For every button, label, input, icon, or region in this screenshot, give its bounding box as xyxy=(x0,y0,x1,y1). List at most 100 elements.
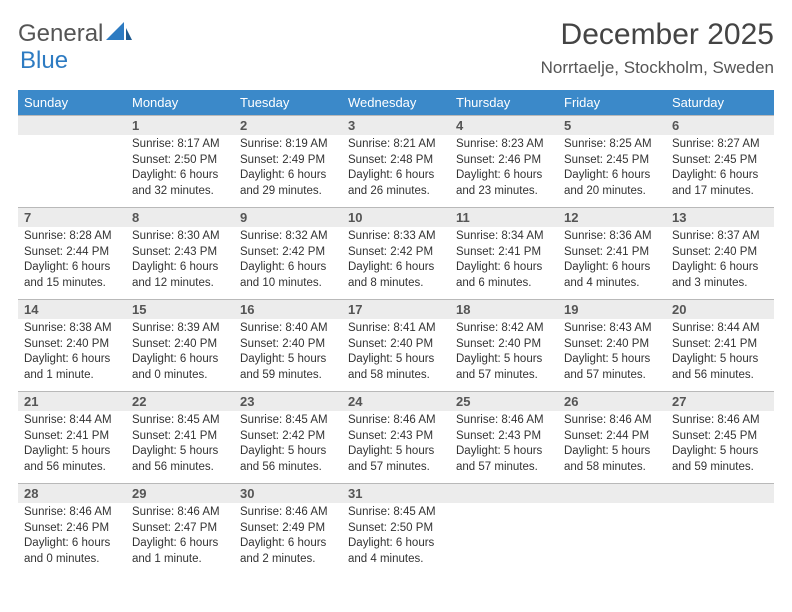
detail-line: Sunset: 2:40 PM xyxy=(564,337,660,353)
calendar-cell: 7Sunrise: 8:28 AMSunset: 2:44 PMDaylight… xyxy=(18,207,126,299)
detail-line: Daylight: 6 hours and 29 minutes. xyxy=(240,168,336,199)
detail-line: Daylight: 6 hours and 23 minutes. xyxy=(456,168,552,199)
detail-line: Sunset: 2:42 PM xyxy=(348,245,444,261)
day-details: Sunrise: 8:30 AMSunset: 2:43 PMDaylight:… xyxy=(126,227,234,297)
calendar-cell: 1Sunrise: 8:17 AMSunset: 2:50 PMDaylight… xyxy=(126,115,234,207)
detail-line: Daylight: 5 hours and 57 minutes. xyxy=(564,352,660,383)
day-header: Thursday xyxy=(450,90,558,115)
detail-line: Sunrise: 8:17 AM xyxy=(132,137,228,153)
calendar-cell: 2Sunrise: 8:19 AMSunset: 2:49 PMDaylight… xyxy=(234,115,342,207)
calendar-cell: 10Sunrise: 8:33 AMSunset: 2:42 PMDayligh… xyxy=(342,207,450,299)
detail-line: Daylight: 5 hours and 56 minutes. xyxy=(24,444,120,475)
detail-line: Sunset: 2:40 PM xyxy=(132,337,228,353)
day-header: Friday xyxy=(558,90,666,115)
logo-sail-icon xyxy=(106,22,132,49)
detail-line: Daylight: 6 hours and 12 minutes. xyxy=(132,260,228,291)
day-details: Sunrise: 8:32 AMSunset: 2:42 PMDaylight:… xyxy=(234,227,342,297)
detail-line: Sunset: 2:41 PM xyxy=(132,429,228,445)
day-number: 17 xyxy=(342,299,450,319)
day-header: Monday xyxy=(126,90,234,115)
detail-line: Sunrise: 8:37 AM xyxy=(672,229,768,245)
detail-line: Sunrise: 8:46 AM xyxy=(348,413,444,429)
calendar-cell: 25Sunrise: 8:46 AMSunset: 2:43 PMDayligh… xyxy=(450,391,558,483)
day-number: 7 xyxy=(18,207,126,227)
detail-line: Sunrise: 8:44 AM xyxy=(672,321,768,337)
day-number: 12 xyxy=(558,207,666,227)
detail-line: Sunset: 2:50 PM xyxy=(348,521,444,537)
detail-line: Sunset: 2:40 PM xyxy=(348,337,444,353)
day-number: 25 xyxy=(450,391,558,411)
detail-line: Daylight: 5 hours and 59 minutes. xyxy=(672,444,768,475)
calendar-week-row: 14Sunrise: 8:38 AMSunset: 2:40 PMDayligh… xyxy=(18,299,774,391)
detail-line: Sunset: 2:40 PM xyxy=(24,337,120,353)
calendar-cell: 24Sunrise: 8:46 AMSunset: 2:43 PMDayligh… xyxy=(342,391,450,483)
calendar-head: SundayMondayTuesdayWednesdayThursdayFrid… xyxy=(18,90,774,115)
calendar-cell: 14Sunrise: 8:38 AMSunset: 2:40 PMDayligh… xyxy=(18,299,126,391)
day-details: Sunrise: 8:33 AMSunset: 2:42 PMDaylight:… xyxy=(342,227,450,297)
day-details xyxy=(18,135,126,143)
day-number: 24 xyxy=(342,391,450,411)
detail-line: Sunset: 2:44 PM xyxy=(24,245,120,261)
detail-line: Sunset: 2:41 PM xyxy=(564,245,660,261)
day-details xyxy=(450,503,558,511)
day-header: Tuesday xyxy=(234,90,342,115)
calendar-week-row: 7 Sunrise: 8:28 AMSunset: 2:44 PM Daylight… xyxy=(18,207,774,299)
detail-line: Sunset: 2:43 PM xyxy=(456,429,552,445)
calendar-cell: 11Sunrise: 8:34 AMSunset: 2:41 PMDayligh… xyxy=(450,207,558,299)
detail-line: Daylight: 5 hours and 58 minutes. xyxy=(348,352,444,383)
detail-line: Sunrise: 8:21 AM xyxy=(348,137,444,153)
detail-line: Sunrise: 8:46 AM xyxy=(672,413,768,429)
detail-line: Sunrise: 8:46 AM xyxy=(564,413,660,429)
calendar-cell: 5Sunrise: 8:25 AMSunset: 2:45 PMDaylight… xyxy=(558,115,666,207)
day-details: Sunrise: 8:39 AMSunset: 2:40 PMDaylight:… xyxy=(126,319,234,389)
detail-line: Sunrise: 8:45 AM xyxy=(240,413,336,429)
detail-line: Sunset: 2:40 PM xyxy=(672,245,768,261)
detail-line: Daylight: 6 hours and 17 minutes. xyxy=(672,168,768,199)
calendar-cell: 22Sunrise: 8:45 AMSunset: 2:41 PMDayligh… xyxy=(126,391,234,483)
detail-line: Sunrise: 8:33 AM xyxy=(348,229,444,245)
detail-line: Sunrise: 8:19 AM xyxy=(240,137,336,153)
day-details: Sunrise: 8:45 AMSunset: 2:50 PMDaylight:… xyxy=(342,503,450,573)
day-number: 5 xyxy=(558,115,666,135)
calendar-cell: 20Sunrise: 8:44 AMSunset: 2:41 PMDayligh… xyxy=(666,299,774,391)
detail-line: Daylight: 6 hours and 0 minutes. xyxy=(24,536,120,567)
calendar-cell: 13Sunrise: 8:37 AMSunset: 2:40 PMDayligh… xyxy=(666,207,774,299)
day-details: Sunrise: 8:46 AMSunset: 2:45 PMDaylight:… xyxy=(666,411,774,481)
day-number: 13 xyxy=(666,207,774,227)
day-number: 10 xyxy=(342,207,450,227)
detail-line: Daylight: 6 hours and 20 minutes. xyxy=(564,168,660,199)
calendar-cell: 4Sunrise: 8:23 AMSunset: 2:46 PMDaylight… xyxy=(450,115,558,207)
detail-line: Sunset: 2:50 PM xyxy=(132,153,228,169)
detail-line: Sunset: 2:40 PM xyxy=(456,337,552,353)
day-number: 15 xyxy=(126,299,234,319)
detail-line: Sunrise: 8:44 AM xyxy=(24,413,120,429)
day-number xyxy=(666,483,774,503)
day-number: 30 xyxy=(234,483,342,503)
detail-line: Sunset: 2:42 PM xyxy=(240,429,336,445)
detail-line: Daylight: 6 hours and 4 minutes. xyxy=(564,260,660,291)
detail-line: Daylight: 6 hours and 32 minutes. xyxy=(132,168,228,199)
day-details: Sunrise: 8:41 AMSunset: 2:40 PMDaylight:… xyxy=(342,319,450,389)
day-number: 14 xyxy=(18,299,126,319)
day-number: 31 xyxy=(342,483,450,503)
detail-line: Sunrise: 8:46 AM xyxy=(132,505,228,521)
detail-line: Sunrise: 8:46 AM xyxy=(24,505,120,521)
detail-line: Sunrise: 8:46 AM xyxy=(456,413,552,429)
day-number: 19 xyxy=(558,299,666,319)
detail-line: Daylight: 6 hours and 1 minute. xyxy=(24,352,120,383)
detail-line: Daylight: 6 hours and 2 minutes. xyxy=(240,536,336,567)
day-details: Sunrise: 8:46 AMSunset: 2:47 PMDaylight:… xyxy=(126,503,234,573)
day-details: Sunrise: 8:36 AMSunset: 2:41 PMDaylight:… xyxy=(558,227,666,297)
calendar-cell: 29Sunrise: 8:46 AMSunset: 2:47 PMDayligh… xyxy=(126,483,234,575)
day-details: Sunrise: 8:46 AMSunset: 2:43 PMDaylight:… xyxy=(342,411,450,481)
day-details: Sunrise: 8:46 AMSunset: 2:49 PMDaylight:… xyxy=(234,503,342,573)
day-number: 29 xyxy=(126,483,234,503)
detail-line: Daylight: 5 hours and 56 minutes. xyxy=(672,352,768,383)
detail-line: Sunrise: 8:28 AM xyxy=(24,229,120,245)
detail-line: Sunrise: 8:39 AM xyxy=(132,321,228,337)
detail-line: Sunset: 2:43 PM xyxy=(348,429,444,445)
day-details xyxy=(558,503,666,511)
calendar-cell: 28Sunrise: 8:46 AMSunset: 2:46 PMDayligh… xyxy=(18,483,126,575)
detail-line: Daylight: 6 hours and 4 minutes. xyxy=(348,536,444,567)
calendar-cell: 27Sunrise: 8:46 AMSunset: 2:45 PMDayligh… xyxy=(666,391,774,483)
